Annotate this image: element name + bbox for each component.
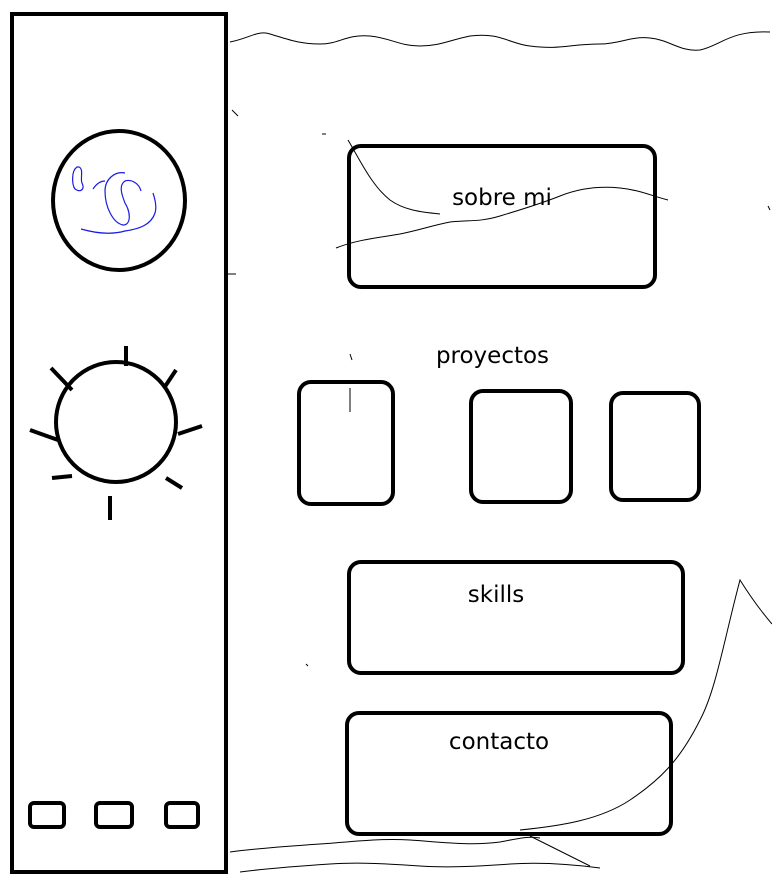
contact-label: contacto <box>448 729 550 755</box>
avatar-scribble-icon <box>72 166 157 234</box>
sun-icon[interactable] <box>26 330 206 528</box>
project-card-2[interactable] <box>469 389 573 504</box>
skills-card[interactable]: skills <box>347 560 685 675</box>
contact-card[interactable]: contacto <box>345 711 673 836</box>
projects-heading: proyectos <box>435 343 550 369</box>
social-link-1[interactable] <box>28 801 66 829</box>
about-label: sobre mi <box>452 185 552 211</box>
avatar <box>51 129 187 272</box>
social-link-2[interactable] <box>94 801 134 829</box>
skills-label: skills <box>467 582 525 608</box>
project-card-3[interactable] <box>609 391 701 502</box>
social-link-3[interactable] <box>164 801 200 829</box>
about-card[interactable]: sobre mi <box>347 144 657 289</box>
project-card-1[interactable] <box>297 380 395 506</box>
sidebar <box>10 12 228 874</box>
